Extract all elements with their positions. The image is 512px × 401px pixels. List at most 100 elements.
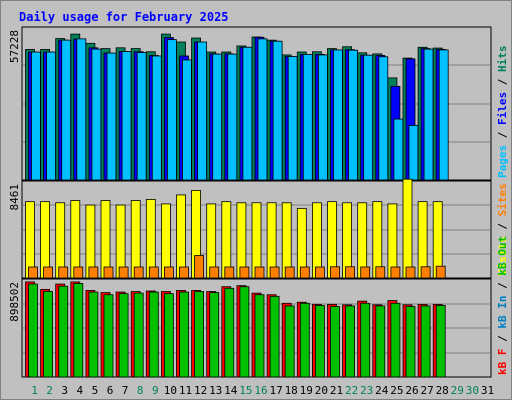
bar-kb-out [239,286,250,378]
bar-kb-out [224,287,235,378]
bar-pages [227,53,238,181]
bar-sites [28,266,38,279]
legend-hits-files-pages: Pages / Files / Hits [496,46,509,179]
bar-kb-out [420,305,431,378]
bar-sites [133,266,144,279]
x-tick-label: 6 [107,384,114,397]
bar-sites [148,266,159,279]
x-tick-label: 10 [164,384,177,397]
legend-entry: / [496,329,509,349]
bar-sites [43,266,53,279]
bar-kb-out [73,283,84,378]
bar-pages [378,56,389,181]
bar-kb-out [435,305,446,378]
x-tick-label: 2 [46,384,53,397]
bar-pages [212,53,223,181]
x-tick-label: 25 [390,384,403,397]
bar-kb-out [28,283,38,378]
bar-pages [408,124,419,181]
bar-kb-out [194,291,205,378]
bar-pages [106,52,117,181]
bar-visits [130,200,141,279]
bar-pages [166,39,177,181]
x-tick-label: 30 [466,384,479,397]
x-tick-label: 14 [224,384,238,397]
bar-visits [100,200,111,279]
bar-kb-out [390,302,401,378]
x-tick-label: 1 [31,384,38,397]
bar-kb-out [254,294,265,378]
bar-sites [435,265,446,279]
bar-sites [209,266,220,279]
bar-sites [420,266,431,279]
bar-sites [118,266,129,279]
legend-kbf-kbin-kbout: kB F / kB In / kB Out [496,236,509,375]
bar-pages [121,51,132,181]
x-tick-label: 27 [420,384,433,397]
bar-pages [197,41,208,181]
bar-sites [405,266,416,279]
bar-pages [46,51,56,181]
x-tick-label: 7 [122,384,129,397]
bar-visits [25,201,35,279]
bar-sites [299,266,310,279]
bar-pages [302,54,313,181]
legend-entry: / [496,125,509,145]
bar-sites [284,266,295,279]
legend-entry: Hits [496,46,509,73]
x-tick-label: 19 [300,384,313,397]
x-tick-label: 26 [405,384,418,397]
chart-title: Daily usage for February 2025 [19,10,229,24]
bar-sites [330,266,340,279]
bar-kb-out [103,294,114,378]
legend-entry: / [496,216,509,236]
bar-pages [242,46,253,181]
bar-kb-out [360,302,371,378]
x-tick-label: 24 [375,384,389,397]
y-max-label-kbf-kbin-kbout: 898502 [8,282,21,322]
bar-kb-out [269,295,280,378]
bar-sites [73,266,84,279]
x-tick-label: 22 [345,384,358,397]
x-tick-label: 17 [269,384,282,397]
bar-pages [393,118,404,181]
bar-pages [333,49,343,181]
bar-visits [221,201,232,279]
bar-kb-out [58,285,69,378]
x-tick-label: 21 [330,384,343,397]
legend-entry: / [496,72,509,92]
bar-kb-out [345,305,356,378]
x-tick-label: 8 [137,384,144,397]
bar-kb-out [375,305,386,378]
bar-kb-out [88,291,99,378]
x-tick-label: 28 [436,384,449,397]
bar-visits [145,199,156,279]
bar-pages [363,54,374,181]
x-tick-label: 15 [239,384,252,397]
bar-sites [269,266,280,279]
bar-kb-out [118,293,129,378]
bar-visits [176,194,186,279]
x-tick-label: 29 [451,384,464,397]
bar-sites [314,266,325,279]
bar-pages [257,38,268,181]
legend-entry: Visits [496,236,509,276]
bar-sites [224,266,235,279]
x-tick-label: 9 [152,384,159,397]
bar-kb-out [148,291,159,378]
y-max-label-visits-sites: 8461 [8,184,21,211]
bar-sites [360,266,371,279]
legend-entry: kB F [496,349,509,376]
bar-sites [103,266,114,279]
bar-pages [136,52,147,181]
bar-pages [287,56,298,181]
legend-visits-sites: Visits / Sites [496,183,509,276]
y-max-label-hits-files-pages: 57228 [8,30,21,63]
bar-kb-out [179,291,189,378]
x-tick-label: 16 [254,384,267,397]
bar-visits [40,201,50,279]
bar-kb-out [43,291,53,378]
bar-sites [194,255,205,279]
x-tick-label: 5 [92,384,99,397]
